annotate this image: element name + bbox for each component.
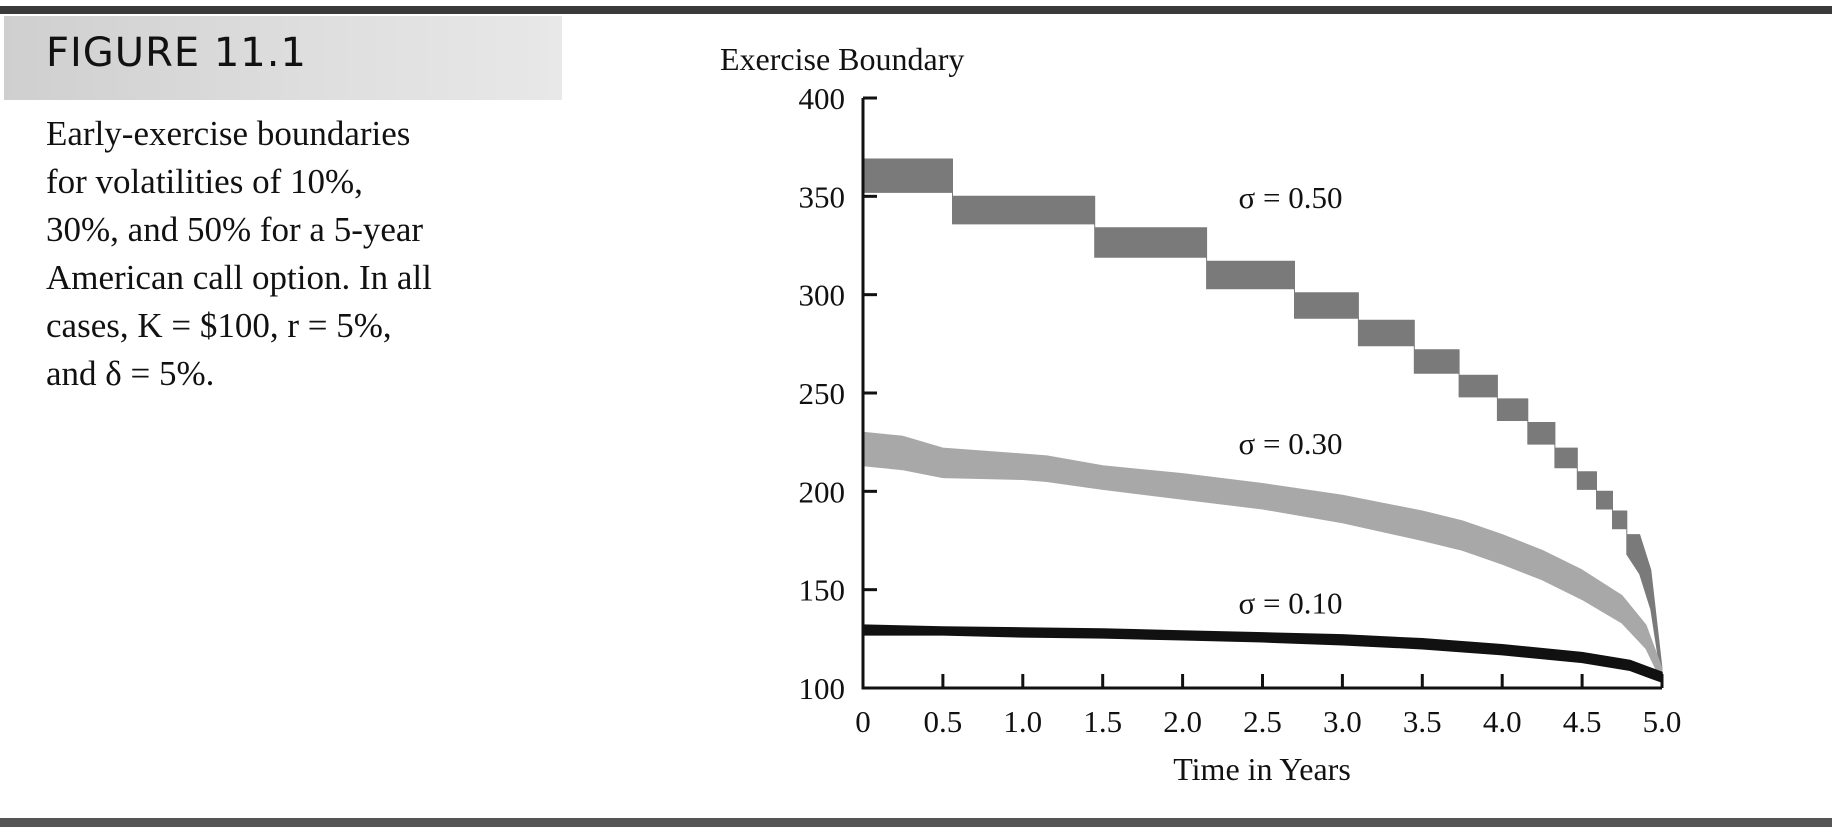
x-tick-label: 3.0	[1323, 704, 1362, 739]
y-tick-label: 150	[799, 573, 846, 608]
caption-line: for volatilities of 10%,	[46, 162, 363, 201]
bottom-rule	[0, 818, 1832, 827]
figure-banner	[4, 16, 562, 100]
series-annotations: σ = 0.50 σ = 0.30 σ = 0.10	[1239, 180, 1343, 620]
tick-marks: 0 0.5 1.0 1.5 2.0 2.5 3.0 3.5 4.0 4.5 5.0 100 150 200…	[799, 81, 1682, 739]
y-axis-label: Exercise Boundary	[720, 41, 964, 77]
series-label: σ = 0.50	[1239, 180, 1343, 215]
series-label: σ = 0.10	[1239, 585, 1343, 620]
x-tick-label: 0.5	[924, 704, 963, 739]
x-tick-label: 0	[855, 704, 871, 739]
x-tick-label: 3.5	[1403, 704, 1442, 739]
x-tick-label: 2.0	[1163, 704, 1202, 739]
x-tick-label: 1.5	[1083, 704, 1122, 739]
figure-caption: Early-exercise boundaries for volatiliti…	[46, 110, 506, 398]
x-axis-label: Time in Years	[1173, 751, 1351, 787]
caption-line: 30%, and 50% for a 5-year	[46, 210, 424, 249]
series-label: σ = 0.30	[1239, 426, 1343, 461]
y-tick-label: 300	[799, 278, 846, 313]
sigma-010-band	[862, 624, 1663, 683]
figure-label: FIGURE 11.1	[46, 30, 307, 76]
x-tick-label: 1.0	[1003, 704, 1042, 739]
caption-line: and δ = 5%.	[46, 354, 215, 393]
caption-line: American call option. In all	[46, 258, 432, 297]
x-tick-label: 4.5	[1563, 704, 1602, 739]
caption-line: cases, K = $100, r = 5%,	[46, 306, 392, 345]
y-tick-label: 400	[799, 81, 846, 116]
y-tick-label: 100	[799, 671, 846, 706]
caption-line: Early-exercise boundaries	[46, 114, 411, 153]
top-rule	[0, 6, 1832, 14]
y-tick-label: 250	[799, 376, 846, 411]
x-tick-label: 4.0	[1483, 704, 1522, 739]
y-tick-label: 350	[799, 179, 846, 214]
x-tick-label: 5.0	[1643, 704, 1682, 739]
y-tick-label: 200	[799, 474, 846, 509]
sigma-030-band	[862, 431, 1663, 683]
x-tick-label: 2.5	[1243, 704, 1282, 739]
